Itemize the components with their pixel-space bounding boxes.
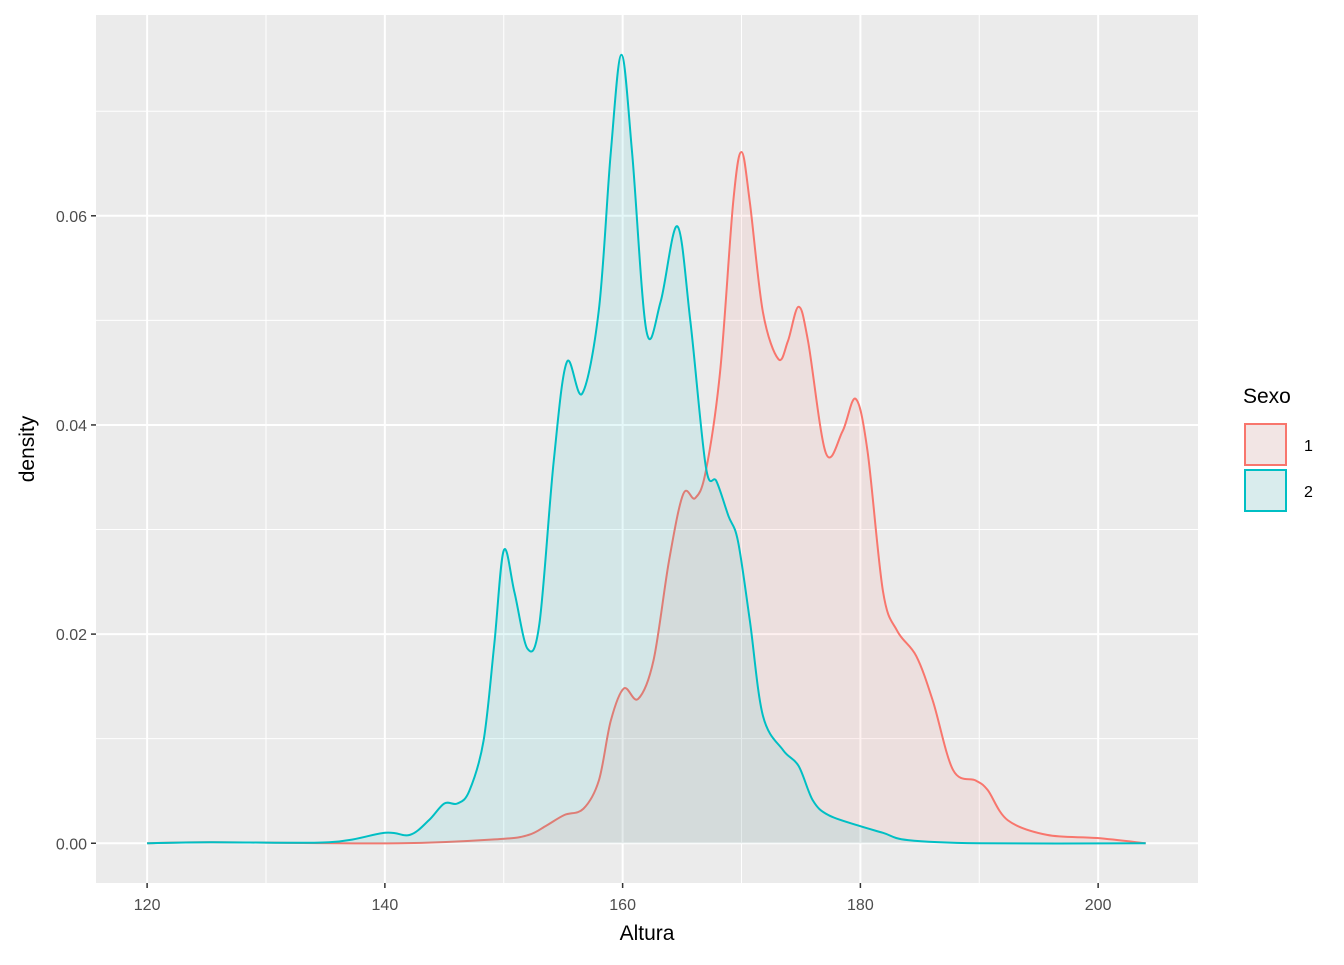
y-tick-label: 0.02: [56, 627, 87, 644]
x-tick-label: 180: [847, 897, 874, 914]
density-areas: [147, 53, 1146, 845]
x-tick-label: 160: [609, 897, 636, 914]
y-tick-label: 0.04: [56, 418, 87, 435]
x-axis: 120 140 160 180 200: [134, 883, 1112, 914]
legend-key-1: [1244, 423, 1287, 466]
y-axis-title: density: [16, 415, 39, 482]
y-tick-label: 0.06: [56, 209, 87, 226]
gridlines: [96, 15, 1198, 883]
legend-key-bg: [1244, 423, 1287, 466]
legend-title: Sexo: [1243, 385, 1291, 408]
legend-label: 2: [1304, 484, 1313, 501]
legend-key-bg: [1244, 469, 1287, 512]
x-axis-title: Altura: [620, 922, 675, 945]
density-line-sexo-2: [147, 53, 1146, 845]
x-tick-label: 120: [134, 897, 161, 914]
legend-label: 1: [1304, 438, 1313, 455]
x-tick-label: 200: [1085, 897, 1112, 914]
density-fill-sexo-2: [147, 54, 1146, 844]
x-tick-label: 140: [372, 897, 399, 914]
density-fill-sexo-1: [147, 151, 1146, 844]
y-axis: 0.00 0.02 0.04 0.06: [56, 209, 96, 853]
density-line-sexo-1: [147, 150, 1146, 845]
legend: Sexo 1 2: [1243, 385, 1313, 512]
legend-key-2: [1244, 469, 1287, 512]
y-tick-label: 0.00: [56, 836, 87, 853]
